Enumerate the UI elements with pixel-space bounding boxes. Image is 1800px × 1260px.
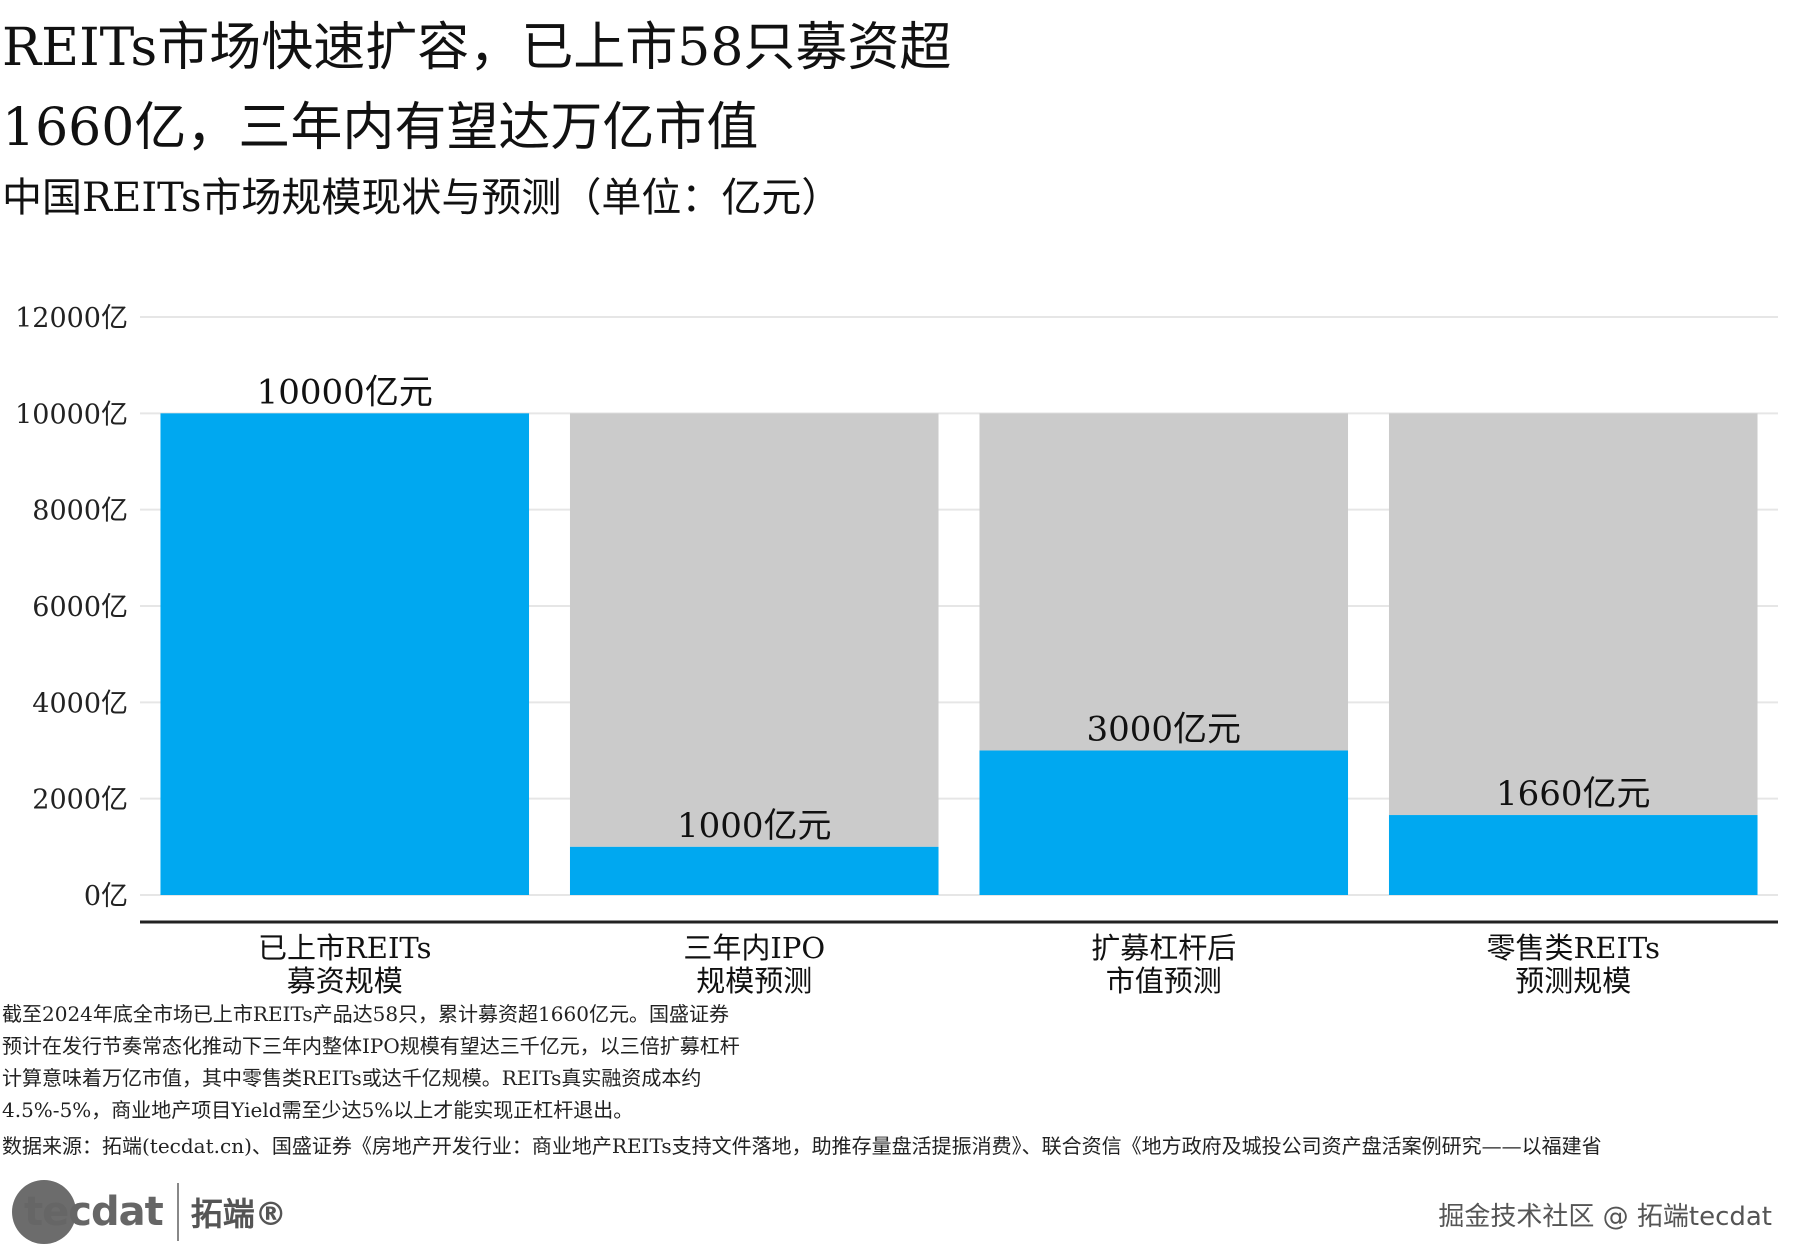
logo-text: tecdat bbox=[24, 1189, 164, 1235]
data-label: 10000亿元 bbox=[257, 372, 433, 412]
value-bar bbox=[160, 413, 530, 895]
y-tick-label: 8000亿 bbox=[32, 496, 128, 527]
chart-subtitle: 中国REITs市场规模现状与预测（单位：亿元） bbox=[2, 175, 842, 221]
data-label: 1660亿元 bbox=[1496, 774, 1651, 814]
value-bar bbox=[979, 750, 1349, 895]
title-line-2: 1660亿，三年内有望达万亿市值 bbox=[2, 98, 759, 158]
watermark: 掘金技术社区 @ 拓端tecdat bbox=[1438, 1202, 1772, 1232]
x-tick-label: 预测规模 bbox=[1515, 964, 1631, 998]
x-tick-label: 已上市REITs bbox=[258, 931, 432, 965]
reference-bar bbox=[1388, 413, 1758, 816]
logo-cn-text: 拓端® bbox=[190, 1195, 287, 1233]
tecdat-logo: tecdat 拓端® bbox=[12, 1180, 287, 1244]
x-tick-label: 三年内IPO bbox=[683, 931, 825, 965]
reference-bar bbox=[979, 413, 1349, 751]
y-tick-label: 0亿 bbox=[84, 881, 128, 912]
logo-circle-icon bbox=[12, 1180, 76, 1244]
x-tick-label: 规模预测 bbox=[696, 964, 812, 998]
chart-title: REITs市场快速扩容，已上市58只募资超 1660亿，三年内有望达万亿市值 bbox=[2, 8, 951, 168]
y-tick-label: 4000亿 bbox=[32, 688, 128, 719]
reference-bar bbox=[569, 413, 939, 847]
data-label: 1000亿元 bbox=[677, 806, 832, 846]
title-line-1: REITs市场快速扩容，已上市58只募资超 bbox=[2, 18, 952, 78]
logo-divider bbox=[176, 1183, 179, 1241]
data-label: 3000亿元 bbox=[1086, 710, 1241, 750]
x-tick-label: 零售类REITs bbox=[1486, 931, 1660, 965]
bar-chart: 0亿 2000亿 4000亿 6000亿 8000亿 10000亿 12000亿 10000亿… bbox=[15, 303, 1778, 998]
y-tick-label: 12000亿 bbox=[15, 303, 128, 334]
y-tick-label: 2000亿 bbox=[32, 785, 128, 816]
y-tick-label: 10000亿 bbox=[15, 399, 128, 430]
source-text: 数据来源：拓端(tecdat.cn)、国盛证券《房地产开发行业：商业地产REIT… bbox=[2, 1134, 1602, 1158]
x-tick-label: 募资规模 bbox=[287, 964, 403, 998]
value-bar bbox=[1388, 815, 1758, 895]
y-tick-label: 6000亿 bbox=[32, 592, 128, 623]
x-tick-label: 市值预测 bbox=[1106, 964, 1222, 998]
x-tick-label: 扩募杠杆后 bbox=[1091, 931, 1236, 965]
caption-text: 截至2024年底全市场已上市REITs产品达58只，累计募资超1660亿元。国盛… bbox=[2, 1002, 740, 1122]
value-bar bbox=[569, 846, 939, 895]
